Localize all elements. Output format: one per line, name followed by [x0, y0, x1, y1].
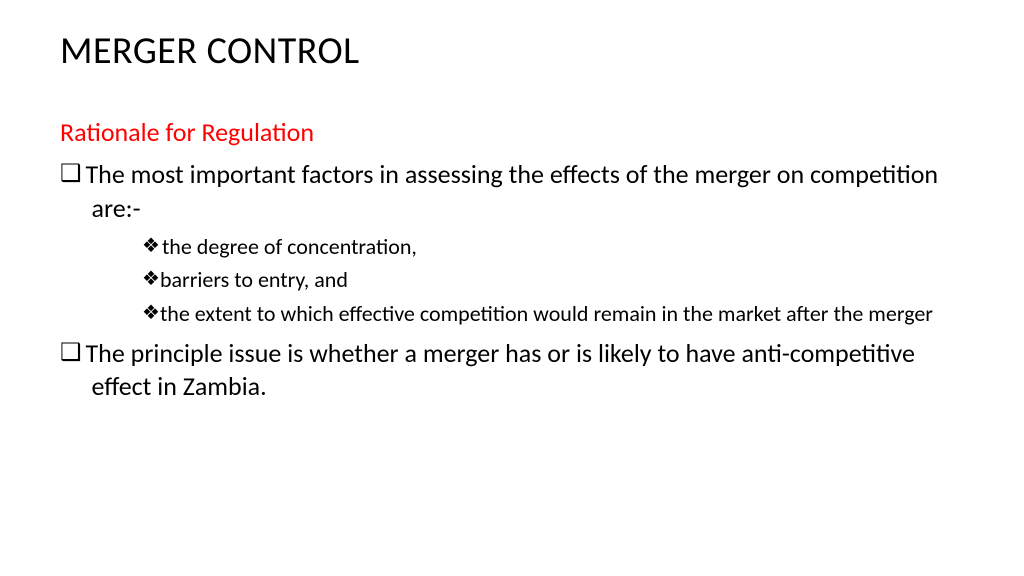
sub-bullet-group: ❖ the degree of concentration, ❖ barrier… [60, 232, 964, 329]
bullet-level2: ❖ the degree of concentration, [142, 232, 964, 262]
square-bullet-icon: ❑ [60, 337, 82, 369]
slide-title: MERGER CONTROL [60, 28, 964, 74]
diamond-bullet-icon: ❖ [142, 299, 160, 327]
bullet-text: The principle issue is whether a merger … [86, 337, 964, 405]
square-bullet-icon: ❑ [60, 158, 82, 190]
bullet-text: the extent to which effective competitio… [160, 299, 933, 329]
bullet-text: The most important factors in assessing … [86, 158, 964, 226]
slide: MERGER CONTROL Rationale for Regulation … [0, 0, 1024, 576]
bullet-level2: ❖ the extent to which effective competit… [142, 299, 964, 329]
slide-subtitle: Rationale for Regulation [60, 116, 964, 148]
diamond-bullet-icon: ❖ [142, 265, 160, 293]
diamond-bullet-icon: ❖ [142, 232, 160, 260]
bullet-text: the degree of concentration, [162, 232, 417, 262]
bullet-level1: ❑ The principle issue is whether a merge… [60, 337, 964, 405]
bullet-text: barriers to entry, and [160, 265, 348, 295]
bullet-level1: ❑ The most important factors in assessin… [60, 158, 964, 226]
bullet-level2: ❖ barriers to entry, and [142, 265, 964, 295]
